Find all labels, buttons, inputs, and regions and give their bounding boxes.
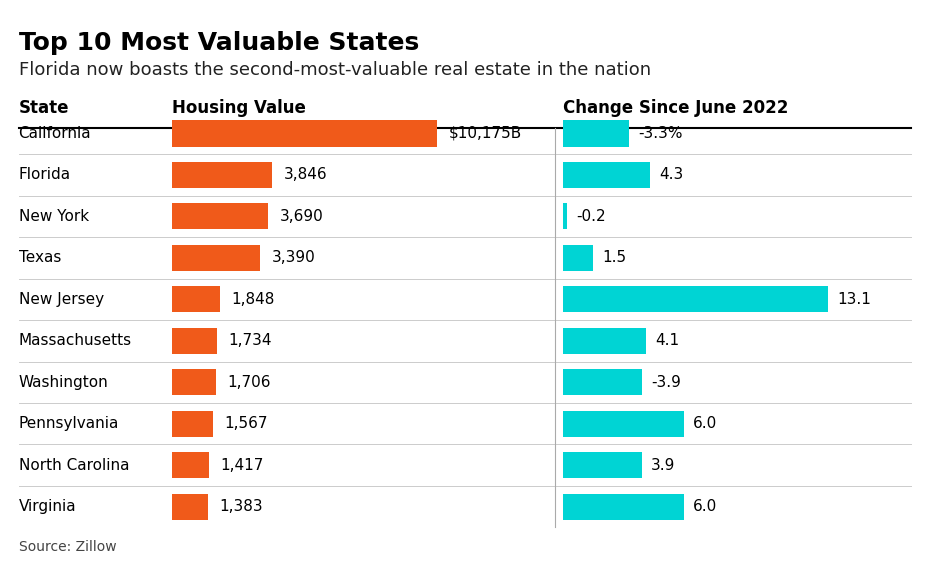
Text: 6.0: 6.0	[694, 499, 718, 514]
Bar	[172, 411, 213, 437]
Text: Source: Zillow: Source: Zillow	[19, 540, 116, 554]
Text: 6.0: 6.0	[694, 416, 718, 431]
Bar	[172, 452, 209, 478]
Bar	[563, 286, 828, 312]
Bar	[172, 162, 272, 188]
Text: 3.9: 3.9	[651, 458, 675, 473]
Text: North Carolina: North Carolina	[19, 458, 129, 473]
Bar	[172, 369, 217, 395]
Text: Virginia: Virginia	[19, 499, 76, 514]
Text: New York: New York	[19, 209, 88, 224]
Text: Top 10 Most Valuable States: Top 10 Most Valuable States	[19, 31, 418, 55]
Text: 1.5: 1.5	[603, 250, 627, 265]
Text: 3,690: 3,690	[279, 209, 323, 224]
Bar	[563, 120, 630, 147]
Text: 1,417: 1,417	[220, 458, 263, 473]
Text: State: State	[19, 99, 69, 118]
Text: 1,848: 1,848	[232, 292, 274, 307]
Text: Texas: Texas	[19, 250, 61, 265]
Text: 4.1: 4.1	[655, 333, 679, 348]
Text: 1,383: 1,383	[219, 499, 263, 514]
Text: 3,846: 3,846	[284, 168, 327, 182]
Text: Massachusetts: Massachusetts	[19, 333, 132, 348]
Bar	[563, 328, 645, 354]
Bar	[563, 494, 684, 520]
Text: -3.9: -3.9	[651, 375, 681, 390]
Bar	[563, 369, 642, 395]
Text: 1,734: 1,734	[229, 333, 272, 348]
Text: New Jersey: New Jersey	[19, 292, 104, 307]
Bar	[172, 328, 218, 354]
Text: Change Since June 2022: Change Since June 2022	[563, 99, 788, 118]
Bar	[563, 162, 650, 188]
Bar	[563, 452, 642, 478]
Text: 1,706: 1,706	[228, 375, 272, 390]
Text: Florida: Florida	[19, 168, 71, 182]
Bar	[563, 245, 593, 271]
Bar	[172, 245, 260, 271]
Bar	[172, 286, 220, 312]
Text: 3,390: 3,390	[272, 250, 315, 265]
Bar	[563, 411, 684, 437]
Text: Washington: Washington	[19, 375, 109, 390]
Bar	[172, 494, 208, 520]
Text: -0.2: -0.2	[576, 209, 605, 224]
Text: Pennsylvania: Pennsylvania	[19, 416, 119, 431]
Bar	[172, 120, 437, 147]
Text: 13.1: 13.1	[837, 292, 870, 307]
Text: Housing Value: Housing Value	[172, 99, 306, 118]
Text: -3.3%: -3.3%	[639, 126, 684, 141]
Bar	[563, 203, 566, 229]
Bar	[172, 203, 268, 229]
Text: 4.3: 4.3	[659, 168, 684, 182]
Text: 1,567: 1,567	[224, 416, 268, 431]
Text: $10,175B: $10,175B	[448, 126, 522, 141]
Text: Florida now boasts the second-most-valuable real estate in the nation: Florida now boasts the second-most-valua…	[19, 61, 651, 79]
Text: California: California	[19, 126, 91, 141]
